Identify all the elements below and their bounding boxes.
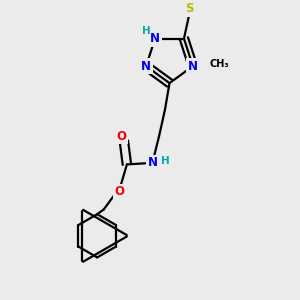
Text: H: H (160, 156, 169, 167)
Text: CH₃: CH₃ (209, 59, 229, 69)
Text: O: O (115, 185, 125, 198)
Text: S: S (185, 2, 194, 15)
Text: N: N (147, 156, 158, 170)
Text: N: N (188, 60, 198, 73)
Text: N: N (141, 60, 151, 73)
Text: N: N (150, 32, 160, 45)
Text: O: O (116, 130, 126, 143)
Text: H: H (142, 26, 150, 36)
